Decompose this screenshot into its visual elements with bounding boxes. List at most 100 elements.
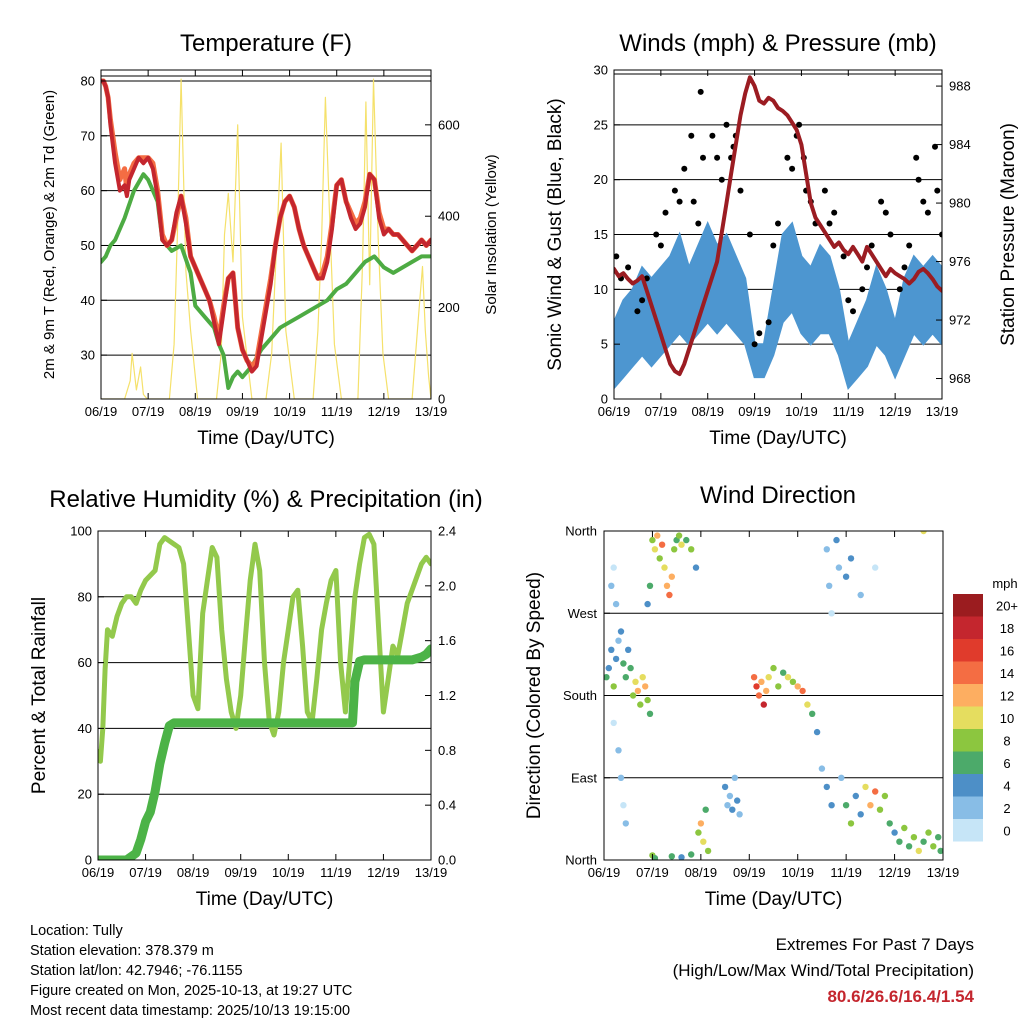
extremes-title: Extremes For Past 7 Days [775, 935, 974, 954]
legend-label: 14 [1000, 666, 1014, 681]
chart-title: Relative Humidity (%) & Precipitation (i… [49, 486, 482, 513]
gust-point [821, 187, 828, 194]
temperature-frame [100, 69, 432, 400]
direction-point [644, 696, 651, 704]
direction-point [770, 664, 777, 672]
direction-point [617, 628, 625, 635]
direction-point [842, 802, 850, 809]
gust-point [657, 242, 664, 249]
gust-point [913, 154, 920, 161]
x-tick-label: 07/19 [129, 865, 162, 880]
direction-point [625, 646, 632, 653]
humidity-series [98, 531, 431, 860]
y2-tick-label: 988 [949, 79, 971, 94]
direction-point [867, 802, 874, 809]
direction-point [608, 646, 615, 653]
direction-point [857, 591, 864, 599]
direction-point [852, 792, 859, 800]
gust-point [653, 231, 660, 238]
direction-point [695, 829, 702, 836]
x-tick-label: 07/19 [645, 404, 678, 419]
direction-point [920, 531, 927, 535]
gust-point [882, 209, 889, 216]
gust-point [714, 154, 721, 161]
gust-point [634, 308, 641, 315]
direction-point [794, 683, 801, 690]
gust-point [723, 121, 730, 128]
direction-point [734, 797, 741, 804]
y2-tick-label: 200 [438, 300, 460, 315]
legend-label: 16 [1000, 643, 1014, 658]
gust-point [775, 220, 781, 227]
y-axis-label: Percent & Total Rainfall [29, 597, 50, 794]
temperature-chart: 30 40 50 60 70 80 0 200 400 600 06/19 07/19 08/19 09/… [41, 30, 500, 449]
x-tick-label: 09/19 [738, 404, 771, 419]
direction-point [753, 683, 760, 690]
y-tick-label: 30 [81, 348, 95, 363]
direction-point [826, 582, 833, 589]
direction-point [702, 806, 709, 813]
legend-label: 4 [1003, 778, 1010, 793]
direction-point [639, 674, 646, 681]
y2-tick-label: 1.6 [438, 633, 456, 648]
y2-tick-label: 976 [949, 254, 971, 269]
direction-point [649, 536, 656, 544]
direction-point [604, 674, 610, 681]
x-tick-label: 12/19 [367, 865, 400, 880]
x-tick-label: 07/19 [132, 404, 165, 419]
gust-point [718, 176, 725, 183]
direction-point [930, 843, 937, 850]
station-location: Location: Tully [30, 923, 123, 939]
relative-humidity-line [98, 531, 431, 764]
gust-point [906, 242, 913, 249]
direction-point [642, 683, 649, 690]
direction-point [629, 692, 637, 699]
y-tick-label: 25 [594, 117, 608, 132]
direction-point [823, 546, 830, 553]
direction-point [644, 600, 651, 608]
y2-tick-label: 0 [438, 392, 445, 407]
y-tick-label: 60 [81, 183, 95, 198]
direction-point [683, 536, 690, 544]
station-elevation: Station elevation: 378.379 m [30, 943, 214, 959]
legend-swatch [953, 751, 983, 774]
y-tick-label: 100 [70, 524, 92, 539]
x-tick-label: 09/19 [226, 404, 259, 419]
direction-point [697, 820, 705, 827]
gust-point [845, 297, 852, 304]
y-tick-label: 80 [78, 589, 92, 604]
y2-tick-label: 600 [438, 117, 460, 132]
direction-point [688, 851, 695, 858]
y2-tick-label: 0.8 [438, 743, 456, 758]
direction-point [838, 774, 845, 781]
legend-swatch [953, 684, 983, 707]
x-tick-label: 11/19 [321, 404, 353, 419]
direction-point [668, 573, 675, 580]
direction-point [736, 811, 743, 818]
pressure-line [614, 75, 942, 377]
y-tick-label: East [571, 770, 597, 785]
direction-point [634, 687, 642, 695]
x-tick-label: 06/19 [598, 404, 631, 419]
humidity-chart: 0 20 40 60 80 100 0.0 0.4 0.8 1.2 1.6 2.0 2.4 06/19 07… [29, 486, 483, 910]
gust-point [681, 165, 688, 172]
direction-point [818, 765, 826, 772]
direction-point [828, 802, 835, 809]
y-axis-label: 2m & 9m T (Red, Orange) & 2m Td (Green) [41, 90, 58, 379]
y-tick-label: West [568, 606, 598, 621]
direction-point [678, 541, 685, 548]
gust-point [676, 198, 683, 205]
y-tick-label: North [565, 853, 597, 868]
gust-point [789, 165, 796, 172]
legend-label: 10 [1000, 711, 1014, 726]
extremes-box: Extremes For Past 7 Days (High/Low/Max W… [673, 932, 974, 1010]
direction-point [847, 555, 855, 562]
gust-point [859, 286, 866, 293]
y-tick-label: 20 [78, 787, 92, 802]
direction-point [612, 600, 620, 608]
y2-tick-label: 972 [949, 313, 971, 328]
x-tick-label: 08/19 [691, 404, 724, 419]
x-axis-label: Time (Day/UTC) [709, 428, 847, 449]
legend-swatch [953, 729, 983, 752]
direction-point [731, 774, 738, 781]
